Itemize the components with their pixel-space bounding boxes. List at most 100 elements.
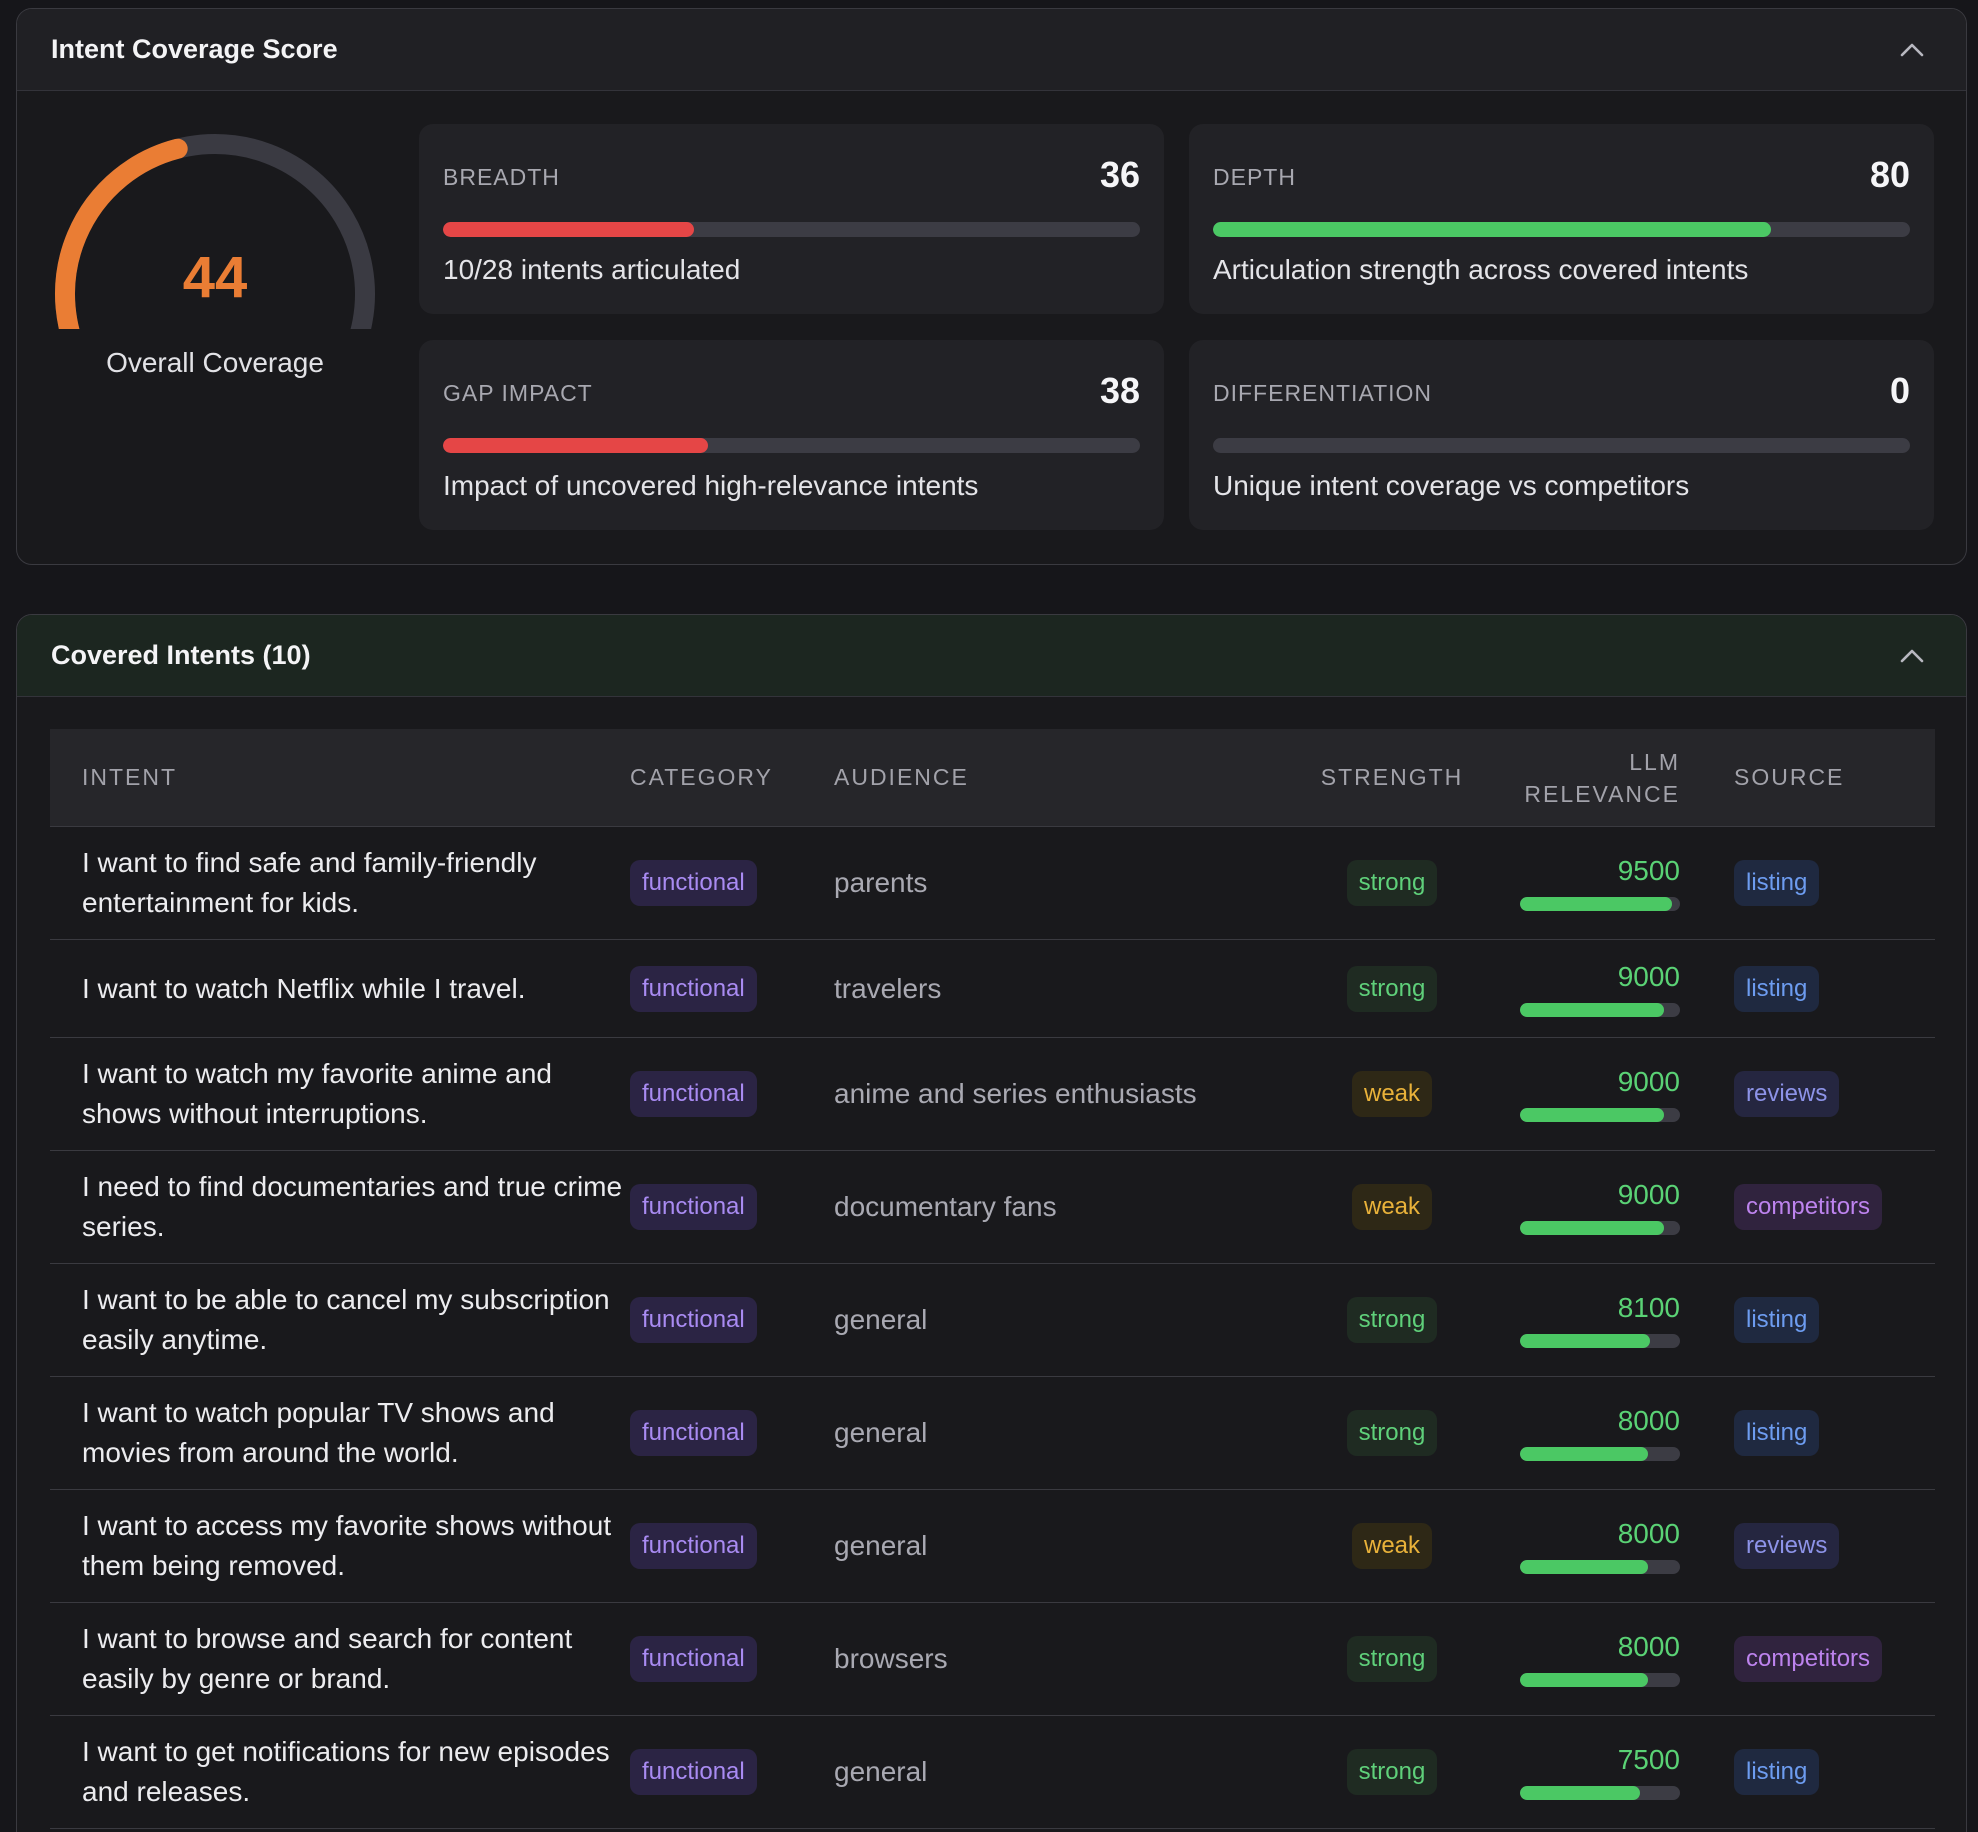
source-badge: competitors [1734, 1636, 1883, 1682]
audience-text: parents [834, 867, 928, 898]
relevance-bar-fill [1520, 1560, 1648, 1574]
category-badge: functional [630, 965, 757, 1012]
relevance-value: 7500 [1617, 1744, 1680, 1775]
source-badge: listing [1734, 1410, 1820, 1456]
column-header-category[interactable]: CATEGORY [630, 764, 773, 790]
strength-badge: weak [1351, 1184, 1433, 1230]
metric-description: Unique intent coverage vs competitors [1213, 470, 1690, 501]
intent-coverage-score-panel: Intent Coverage Score 44 Overall Coverag… [16, 8, 1967, 565]
intent-text: I want to watch Netflix while I travel. [82, 972, 526, 1004]
source-badge: listing [1734, 965, 1820, 1012]
table-row[interactable]: I want to watch popular TV shows and mov… [50, 1377, 1935, 1490]
relevance-value: 9000 [1617, 1179, 1680, 1210]
category-badge: functional [630, 1184, 757, 1230]
metric-bar-fill [1213, 222, 1771, 237]
panel-title: Covered Intents (10) [51, 640, 311, 670]
covered-intents-panel: Covered Intents (10) INTENT CATEGORY AUD… [16, 614, 1967, 1832]
relevance-value: 9500 [1617, 855, 1680, 886]
source-badge: listing [1734, 1297, 1820, 1343]
column-header-intent[interactable]: INTENT [82, 764, 178, 790]
metric-value: 38 [1099, 370, 1140, 411]
intent-text: I want to access my favorite shows witho… [82, 1510, 612, 1581]
relevance-value: 8000 [1617, 1405, 1680, 1436]
relevance-bar [1520, 897, 1680, 911]
intent-text: I need to find documentaries and true cr… [82, 1171, 623, 1242]
audience-text: general [834, 1756, 928, 1787]
column-header-strength[interactable]: STRENGTH [1320, 764, 1464, 790]
relevance-bar [1520, 1221, 1680, 1235]
metric-description: Impact of uncovered high-relevance inten… [443, 470, 979, 501]
category-badge: functional [630, 1297, 757, 1343]
table-row[interactable]: I want to watch Netflix while I travel. f… [50, 940, 1935, 1038]
metric-card-depth: DEPTH 80 Articulation strength across co… [1189, 124, 1934, 314]
relevance-bar [1520, 1673, 1680, 1687]
relevance-value: 8000 [1617, 1631, 1680, 1662]
metric-value: 0 [1889, 370, 1910, 411]
table-body: I want to find safe and family-friendly … [50, 827, 1935, 1829]
relevance-bar-fill [1520, 1221, 1664, 1235]
column-header-relevance: RELEVANCE [1524, 780, 1680, 807]
panel-header[interactable]: Intent Coverage Score [17, 9, 1966, 91]
table-row[interactable]: I need to find documentaries and true cr… [50, 1151, 1935, 1264]
relevance-bar-fill [1520, 897, 1672, 911]
metric-card-differentiation: DIFFERENTIATION 0 Unique intent coverage… [1189, 340, 1934, 530]
relevance-bar [1520, 1108, 1680, 1122]
strength-badge: strong [1346, 1749, 1438, 1795]
column-header-source[interactable]: SOURCE [1734, 764, 1845, 790]
metric-bar [1213, 222, 1910, 237]
chevron-up-icon[interactable] [1892, 636, 1932, 676]
audience-text: general [834, 1417, 928, 1448]
relevance-value: 8000 [1617, 1518, 1680, 1549]
column-header-llm-relevance[interactable]: LLM RELEVANCE [1502, 746, 1682, 810]
strength-badge: strong [1346, 860, 1438, 906]
metric-bar [443, 438, 1140, 453]
relevance-value: 9000 [1617, 960, 1680, 992]
source-badge: listing [1734, 1749, 1820, 1795]
table-row[interactable]: I want to browse and search for content … [50, 1603, 1935, 1716]
table-header: INTENT CATEGORY AUDIENCE STRENGTH LLM RE… [50, 729, 1935, 827]
strength-badge: strong [1346, 1410, 1438, 1456]
relevance-bar [1520, 1560, 1680, 1574]
table-row[interactable]: I want to be able to cancel my subscript… [50, 1264, 1935, 1377]
category-badge: functional [630, 1410, 757, 1456]
metric-description: Articulation strength across covered int… [1213, 254, 1749, 285]
chevron-up-icon[interactable] [1892, 30, 1932, 70]
strength-badge: weak [1351, 1523, 1433, 1569]
audience-text: general [834, 1530, 928, 1561]
panel-header[interactable]: Covered Intents (10) [17, 615, 1966, 697]
audience-text: browsers [834, 1643, 948, 1674]
table-row[interactable]: I want to access my favorite shows witho… [50, 1490, 1935, 1603]
source-badge: listing [1734, 860, 1820, 906]
overall-coverage-gauge: 44 Overall Coverage [45, 129, 385, 389]
source-badge: reviews [1734, 1523, 1840, 1569]
intent-text: I want to get notifications for new epis… [82, 1736, 610, 1807]
relevance-bar [1520, 1786, 1680, 1800]
category-badge: functional [630, 1636, 757, 1682]
relevance-bar-fill [1520, 1447, 1648, 1461]
metric-name: GAP IMPACT [443, 380, 593, 406]
table-row[interactable]: I want to find safe and family-friendly … [50, 827, 1935, 940]
metric-bar-fill [443, 438, 708, 453]
column-header-audience[interactable]: AUDIENCE [834, 764, 969, 790]
strength-badge: strong [1346, 1297, 1438, 1343]
column-header-llm: LLM [1629, 748, 1680, 775]
audience-text: general [834, 1304, 928, 1335]
strength-badge: weak [1351, 1071, 1433, 1117]
table-row[interactable]: I want to watch my favorite anime and sh… [50, 1038, 1935, 1151]
audience-text: travelers [834, 972, 942, 1004]
relevance-bar [1520, 1334, 1680, 1348]
metric-bar-fill [443, 222, 694, 237]
category-badge: functional [630, 1523, 757, 1569]
metric-name: DIFFERENTIATION [1213, 380, 1433, 406]
intent-text: I want to watch my favorite anime and sh… [82, 1058, 552, 1129]
category-badge: functional [630, 1071, 757, 1117]
metric-name: BREADTH [443, 164, 560, 190]
panel-title: Intent Coverage Score [51, 34, 338, 64]
gauge-arc [55, 133, 375, 329]
audience-text: anime and series enthusiasts [834, 1078, 1197, 1109]
intent-text: I want to browse and search for content … [82, 1623, 573, 1694]
table-row[interactable]: I want to get notifications for new epis… [50, 1716, 1935, 1829]
category-badge: functional [630, 860, 757, 906]
relevance-bar-fill [1520, 1002, 1664, 1017]
strength-badge: strong [1346, 965, 1438, 1012]
